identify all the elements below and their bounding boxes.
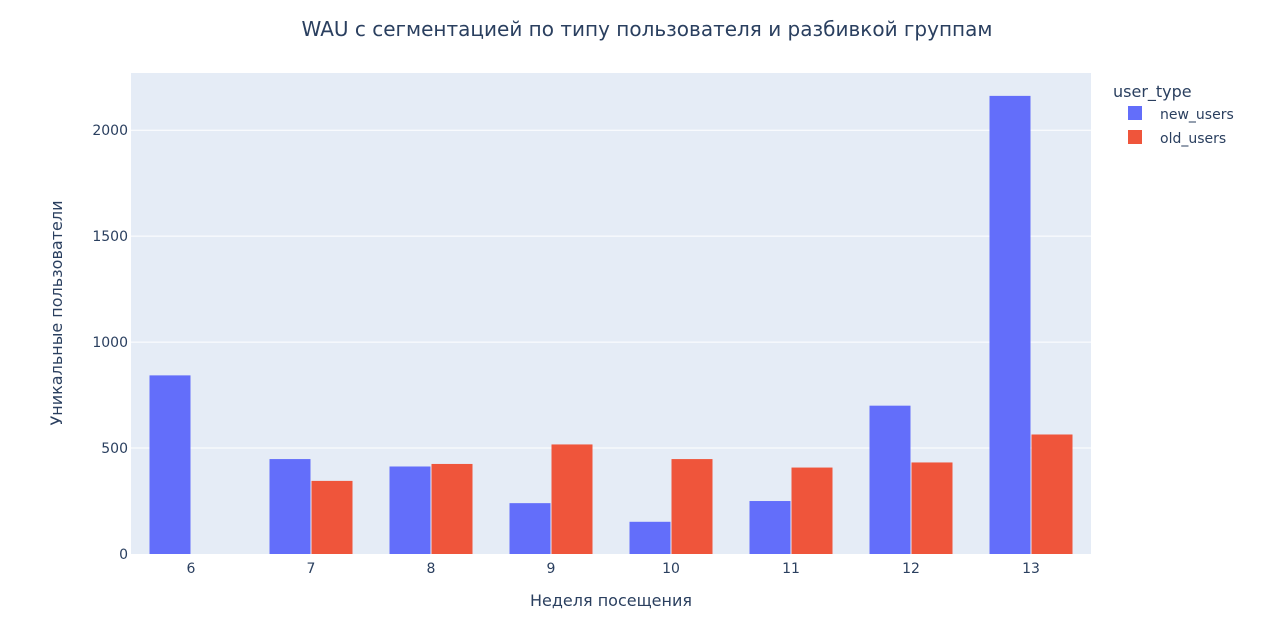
- x-axis-label: Неделя посещения: [530, 591, 692, 610]
- bar-new-users[interactable]: [989, 95, 1031, 554]
- x-tick-label: 8: [427, 561, 436, 577]
- y-axis-label: Уникальные пользователи: [47, 201, 66, 426]
- legend: user_type new_users old_users: [1113, 82, 1234, 147]
- y-tick-label: 1000: [92, 335, 128, 351]
- chart-title: WAU с сегментацией по типу пользователя …: [302, 17, 993, 41]
- y-tick-label: 500: [101, 441, 128, 457]
- x-tick-label: 9: [547, 561, 556, 577]
- bar-old-users[interactable]: [551, 444, 593, 554]
- bar-new-users[interactable]: [749, 501, 791, 554]
- bar-old-users[interactable]: [311, 480, 353, 554]
- bar-new-users[interactable]: [269, 459, 311, 554]
- y-tick-label: 0: [119, 547, 128, 563]
- x-tick-labels: 6 7 8 9 10 11 12 13: [187, 561, 1040, 577]
- bar-new-users[interactable]: [389, 466, 431, 554]
- x-tick-label: 11: [782, 561, 800, 577]
- legend-swatch-old-users: [1128, 130, 1142, 144]
- legend-item-old-users[interactable]: old_users: [1128, 130, 1226, 147]
- bar-old-users[interactable]: [431, 463, 473, 554]
- bar-new-users[interactable]: [509, 503, 551, 554]
- legend-swatch-new-users: [1128, 106, 1142, 120]
- x-tick-label: 13: [1022, 561, 1040, 577]
- bar-new-users[interactable]: [869, 405, 911, 554]
- y-tick-labels: 0 500 1000 1500 2000: [92, 123, 128, 563]
- x-tick-label: 10: [662, 561, 680, 577]
- x-tick-label: 12: [902, 561, 920, 577]
- bar-old-users[interactable]: [911, 462, 953, 554]
- legend-item-new-users[interactable]: new_users: [1128, 106, 1234, 123]
- bars: [149, 95, 1073, 554]
- y-tick-label: 2000: [92, 123, 128, 139]
- bar-old-users[interactable]: [791, 467, 833, 554]
- x-tick-label: 6: [187, 561, 196, 577]
- bar-new-users[interactable]: [629, 521, 671, 554]
- bar-new-users[interactable]: [149, 375, 191, 554]
- legend-title: user_type: [1113, 82, 1192, 102]
- bar-old-users[interactable]: [1031, 434, 1073, 554]
- y-tick-label: 1500: [92, 229, 128, 245]
- legend-label-old-users: old_users: [1160, 131, 1226, 147]
- x-tick-label: 7: [307, 561, 316, 577]
- bar-old-users[interactable]: [671, 459, 713, 554]
- legend-label-new-users: new_users: [1160, 107, 1234, 123]
- gridlines: [131, 129, 1091, 449]
